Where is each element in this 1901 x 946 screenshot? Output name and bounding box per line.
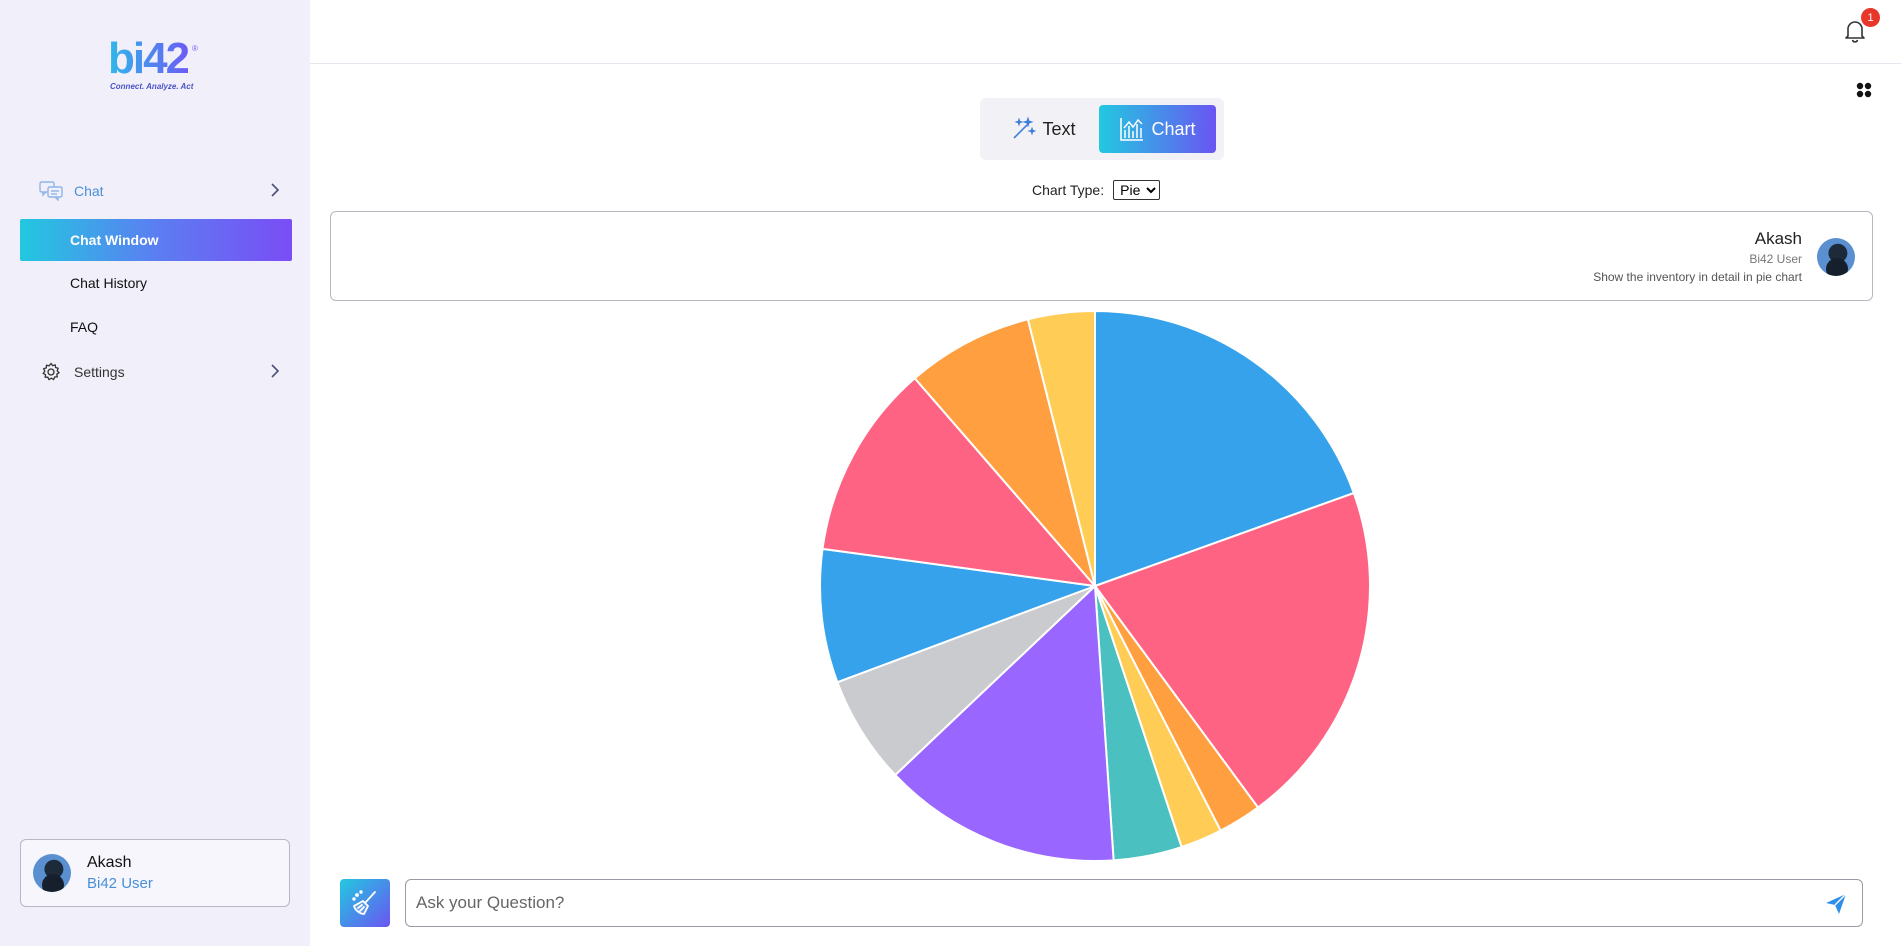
logo-text: bi42	[108, 34, 190, 83]
logo-tagline: Connect. Analyze. Act	[110, 82, 194, 91]
notification-badge: 1	[1861, 8, 1880, 27]
message-text: Show the inventory in detail in pie char…	[1593, 270, 1802, 284]
question-input[interactable]	[416, 889, 1796, 917]
pie-slice-2[interactable]	[1093, 491, 1372, 809]
avatar	[33, 854, 71, 892]
chart-view-button[interactable]: Chart	[1099, 105, 1216, 153]
sidebar-item-label: FAQ	[70, 319, 99, 335]
chart-view-label: Chart	[1151, 118, 1196, 139]
chat-bubbles-icon	[36, 176, 66, 206]
chart-type-control: Chart Type: Pie	[1032, 180, 1161, 200]
chart-type-label: Chart Type:	[1032, 182, 1105, 198]
chevron-right-icon	[270, 183, 280, 202]
sidebar-group-settings[interactable]: Settings	[20, 352, 292, 392]
logo-registered-mark: ®	[192, 44, 198, 53]
chart-type-select[interactable]: Pie	[1113, 180, 1161, 200]
chevron-right-icon	[270, 364, 280, 383]
user-message-card: Akash Bi42 User Show the inventory in de…	[330, 211, 1873, 301]
pie-chart-container	[818, 309, 1372, 863]
message-content: Akash Bi42 User Show the inventory in de…	[1593, 229, 1802, 284]
bell-icon[interactable]	[1842, 18, 1868, 44]
brand-logo[interactable]: bi42 ® Connect. Analyze. Act	[108, 34, 202, 94]
grid-icon[interactable]	[1856, 82, 1872, 98]
pie-slice-6[interactable]	[893, 583, 1115, 862]
pie-slice-1[interactable]	[1094, 309, 1356, 588]
send-button[interactable]	[1824, 892, 1848, 916]
sidebar-item-label: Chat Window	[70, 232, 159, 248]
chart-icon	[1120, 118, 1144, 141]
pie-slice-8[interactable]	[819, 547, 1096, 684]
avatar	[1817, 238, 1855, 276]
top-bar	[310, 0, 1901, 64]
message-user-role: Bi42 User	[1749, 252, 1802, 266]
view-toggle: Text Chart	[980, 98, 1224, 160]
pie-slice-9[interactable]	[821, 376, 1098, 588]
user-profile-card[interactable]: Akash Bi42 User	[20, 839, 290, 907]
sidebar-item-label: Chat History	[70, 275, 148, 291]
send-icon	[1826, 893, 1847, 914]
user-name: Akash	[87, 854, 132, 871]
pie-slice-10[interactable]	[913, 318, 1096, 587]
sidebar: bi42 ® Connect. Analyze. Act Chat Chat W…	[0, 0, 310, 946]
sidebar-item-faq[interactable]: FAQ	[20, 306, 292, 348]
text-view-label: Text	[1042, 118, 1076, 139]
pie-chart	[819, 309, 1372, 862]
sidebar-item-chat-window[interactable]: Chat Window	[20, 219, 292, 261]
message-user-name: Akash	[1754, 229, 1802, 248]
magic-wand-icon	[1013, 116, 1037, 139]
gear-icon	[36, 357, 66, 387]
sidebar-item-chat-history[interactable]: Chat History	[20, 262, 292, 304]
sidebar-group-chat-label: Chat	[74, 183, 104, 199]
sidebar-group-settings-label: Settings	[74, 364, 125, 380]
pie-slice-11[interactable]	[1026, 309, 1096, 587]
question-input-box	[405, 879, 1863, 927]
user-role: Bi42 User	[87, 875, 153, 892]
user-info: Akash Bi42 User	[87, 854, 153, 892]
clear-chat-button[interactable]	[340, 879, 390, 927]
text-view-button[interactable]: Text	[988, 105, 1098, 153]
broom-icon	[352, 890, 376, 915]
sidebar-group-chat[interactable]: Chat	[20, 171, 292, 211]
